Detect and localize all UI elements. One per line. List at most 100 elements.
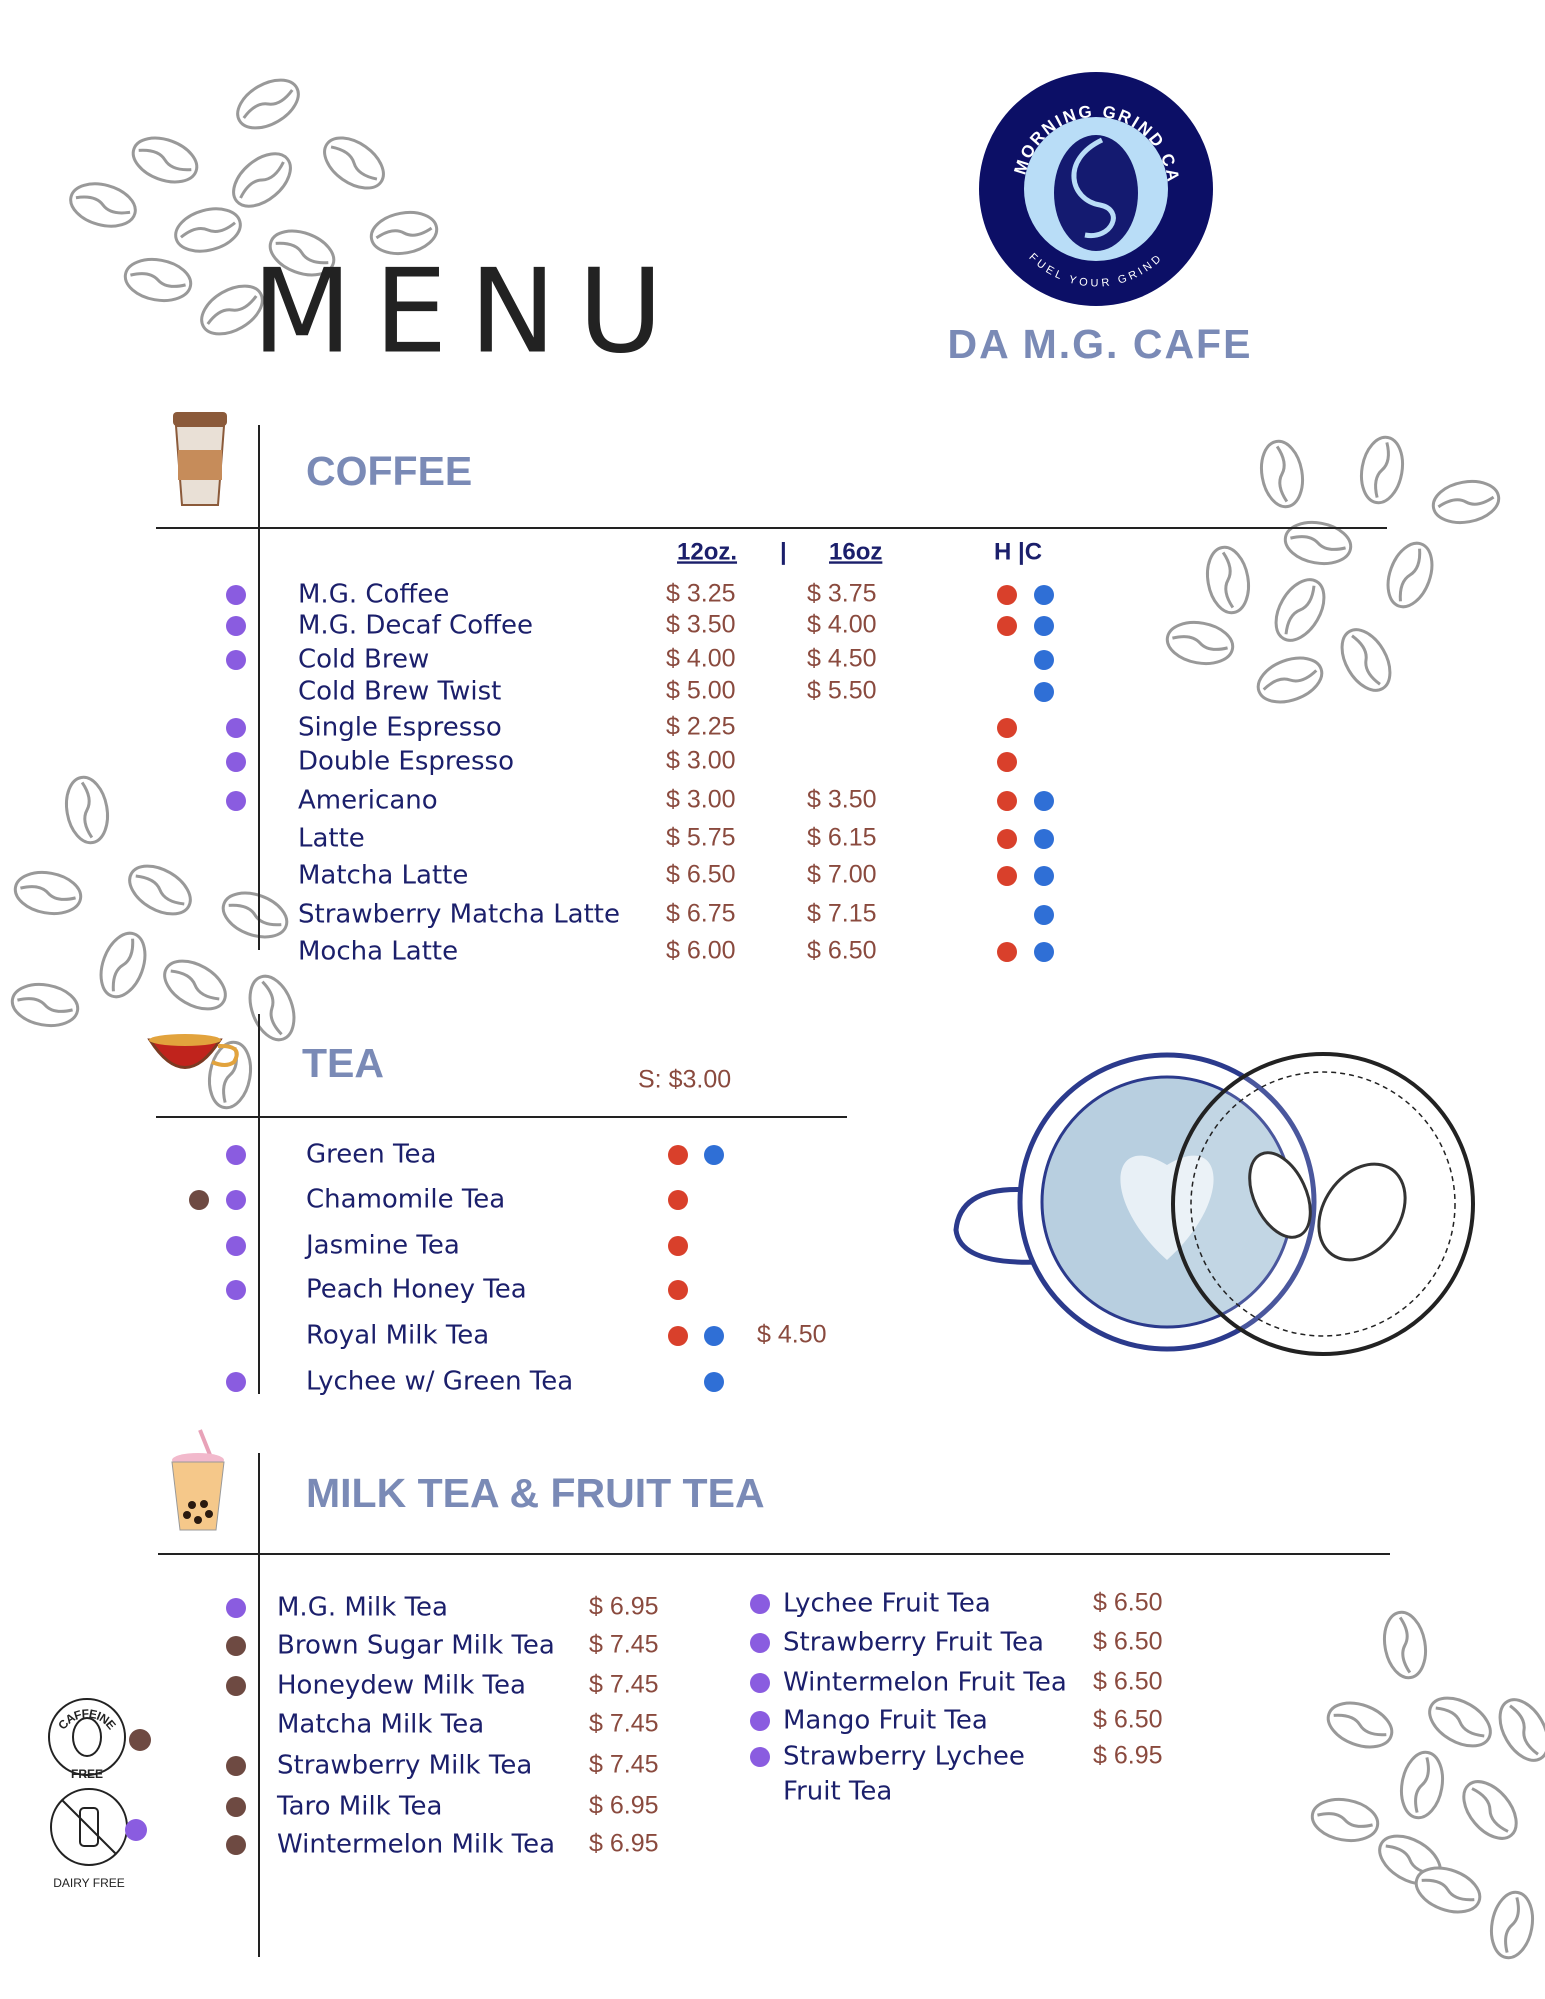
bean-crease xyxy=(1290,535,1346,551)
caffeine-free-dot xyxy=(226,1676,246,1696)
bean-crease xyxy=(1504,1897,1520,1953)
bean xyxy=(123,257,193,303)
item-name: Strawberry Fruit Tea xyxy=(783,1628,1044,1658)
bean-crease xyxy=(261,980,283,1036)
bean xyxy=(10,982,80,1028)
bean-crease xyxy=(1509,1704,1539,1756)
bean-crease xyxy=(1317,1812,1373,1828)
bean xyxy=(248,974,296,1042)
item-name: Taro Milk Tea xyxy=(276,1792,442,1822)
bean xyxy=(221,891,289,939)
bean xyxy=(200,284,264,336)
item-name: Fruit Tea xyxy=(783,1777,892,1807)
section-title: MILK TEA & FRUIT TEA xyxy=(306,1470,765,1516)
item-price: $ 7.45 xyxy=(589,1671,659,1699)
dairy-free-dot xyxy=(226,1145,246,1165)
column-header: | xyxy=(780,538,787,565)
bean xyxy=(69,182,137,228)
dairy-free-dot xyxy=(226,1280,246,1300)
item-name: Lychee Fruit Tea xyxy=(783,1589,991,1619)
item-price: $ 6.95 xyxy=(589,1593,659,1621)
cold-dot xyxy=(704,1372,724,1392)
bean xyxy=(1359,435,1405,505)
hot-dot xyxy=(668,1326,688,1346)
item-price: $ 6.50 xyxy=(807,937,877,965)
bean-crease xyxy=(180,221,236,239)
bean xyxy=(1259,439,1305,509)
bean xyxy=(1414,1866,1482,1914)
bean-crease xyxy=(170,969,220,1001)
item-name: Jasmine Tea xyxy=(304,1231,460,1261)
menu-title: MENU xyxy=(252,245,685,380)
bean-crease xyxy=(135,874,185,906)
item-name: Wintermelon Milk Tea xyxy=(277,1830,555,1860)
bean-crease xyxy=(75,195,131,215)
bean xyxy=(1283,520,1353,566)
bean-crease xyxy=(206,295,258,325)
item-price: $ 3.25 xyxy=(666,580,736,608)
bean xyxy=(236,78,300,130)
hot-dot xyxy=(668,1280,688,1300)
bean-crease xyxy=(1351,634,1381,686)
item-price: $ 3.50 xyxy=(666,611,736,639)
item-price: $ 5.00 xyxy=(666,677,736,705)
cold-dot xyxy=(1034,942,1054,962)
item-price: $ 2.25 xyxy=(666,713,736,741)
bean xyxy=(1274,578,1326,642)
bean xyxy=(1382,1610,1428,1680)
dairy-free-dot xyxy=(226,752,246,772)
bean xyxy=(1399,1750,1445,1820)
cold-dot xyxy=(1034,905,1054,925)
dairy-free-dot xyxy=(750,1594,770,1614)
item-name: Green Tea xyxy=(306,1140,436,1170)
bean xyxy=(174,207,242,253)
item-name: Strawberry Lychee xyxy=(783,1742,1025,1772)
bean-crease xyxy=(1374,442,1390,498)
bean-decor xyxy=(10,78,1545,1960)
section-title: TEA xyxy=(302,1040,384,1086)
item-name: Americano xyxy=(298,786,438,816)
hot-dot xyxy=(997,752,1017,772)
item-name: Mocha Latte xyxy=(298,937,458,967)
item-name: Strawberry Matcha Latte xyxy=(298,900,620,930)
item-price: $ 6.50 xyxy=(1093,1589,1163,1617)
item-price: $ 6.75 xyxy=(666,900,736,928)
item-name: Cold Brew Twist xyxy=(298,677,501,707)
item-price: $ 6.00 xyxy=(666,937,736,965)
bean xyxy=(13,870,83,916)
bean xyxy=(64,775,110,845)
item-name: Double Espresso xyxy=(298,747,514,777)
item-price: $ 6.50 xyxy=(1093,1668,1163,1696)
item-price: $ 5.75 xyxy=(666,824,736,852)
item-price: $ 3.00 xyxy=(666,786,736,814)
section-title: COFFEE xyxy=(306,448,472,494)
bean xyxy=(1165,620,1235,666)
brand-name: DA M.G. CAFE xyxy=(948,321,1253,367)
bean-crease xyxy=(1398,1616,1412,1674)
bean-crease xyxy=(1435,1706,1485,1738)
item-price: $ 3.75 xyxy=(807,580,877,608)
dairy-free-dot xyxy=(226,650,246,670)
hot-dot xyxy=(997,866,1017,886)
hot-dot xyxy=(997,942,1017,962)
hot-dot xyxy=(668,1236,688,1256)
item-price: $ 6.15 xyxy=(807,824,877,852)
bean xyxy=(369,210,439,256)
item-name: M.G. Decaf Coffee xyxy=(298,611,533,641)
item-name: Brown Sugar Milk Tea xyxy=(277,1631,555,1661)
item-price: $ 6.95 xyxy=(589,1792,659,1820)
item-name: Strawberry Milk Tea xyxy=(277,1751,532,1781)
bean-crease xyxy=(1262,669,1318,691)
item-name: Matcha Milk Tea xyxy=(277,1710,484,1740)
dairy-free-dot xyxy=(750,1711,770,1731)
menu-content: 12oz. | 16oz H |C M.G. Coffee $ 3.25 $ 3.75 M.G… xyxy=(189,538,1163,1860)
cold-dot xyxy=(1034,650,1054,670)
item-name: Mango Fruit Tea xyxy=(783,1706,988,1736)
cold-dot xyxy=(1034,682,1054,702)
bean-crease xyxy=(1414,1757,1430,1813)
dairy-free-dot xyxy=(226,1598,246,1618)
item-name: Royal Milk Tea xyxy=(306,1321,489,1351)
bean-crease xyxy=(1437,495,1495,509)
item-price: $ 7.45 xyxy=(589,1751,659,1779)
